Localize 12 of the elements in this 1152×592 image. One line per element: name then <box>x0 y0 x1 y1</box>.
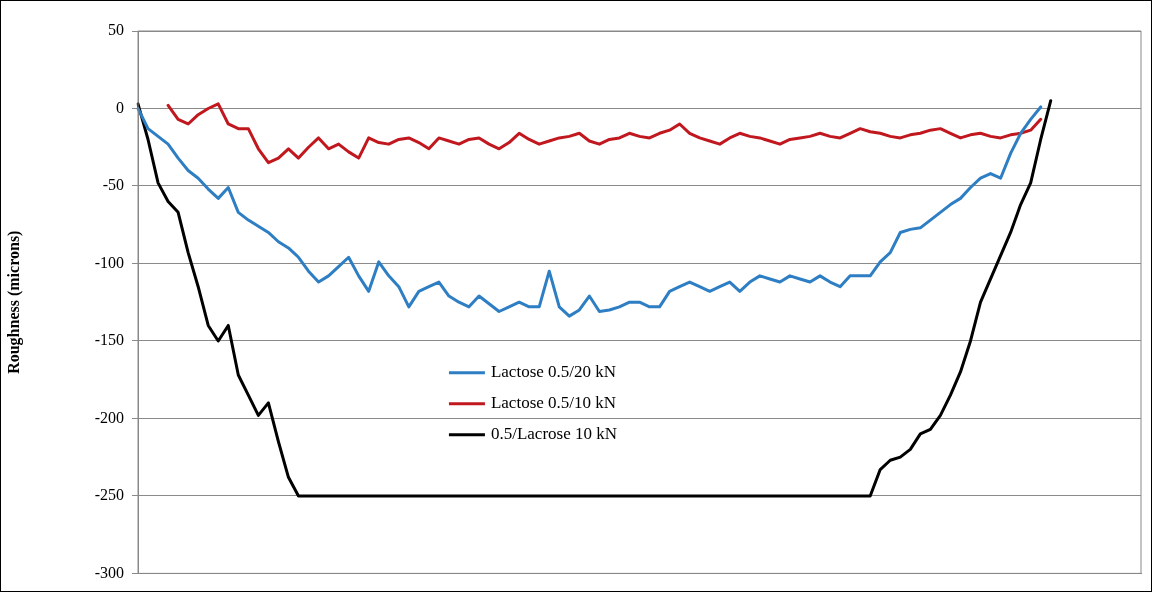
y-tick-label: -150 <box>94 331 124 349</box>
y-tick-label: 0 <box>116 98 124 116</box>
y-tick-label: -100 <box>94 253 124 271</box>
y-axis-title: Roughness (microns) <box>4 230 23 374</box>
legend-label: Lactose 0.5/10 kN <box>490 393 617 413</box>
legend-label: 0.5/Lacrose 10 kN <box>490 424 617 444</box>
y-tick-label: -50 <box>102 176 124 194</box>
legend-label: Lactose 0.5/20 kN <box>490 362 617 382</box>
y-tick-label: -300 <box>94 563 124 581</box>
y-tick-label: -200 <box>94 408 124 426</box>
y-tick-label: 50 <box>108 21 124 39</box>
y-tick-label: -250 <box>94 486 124 504</box>
